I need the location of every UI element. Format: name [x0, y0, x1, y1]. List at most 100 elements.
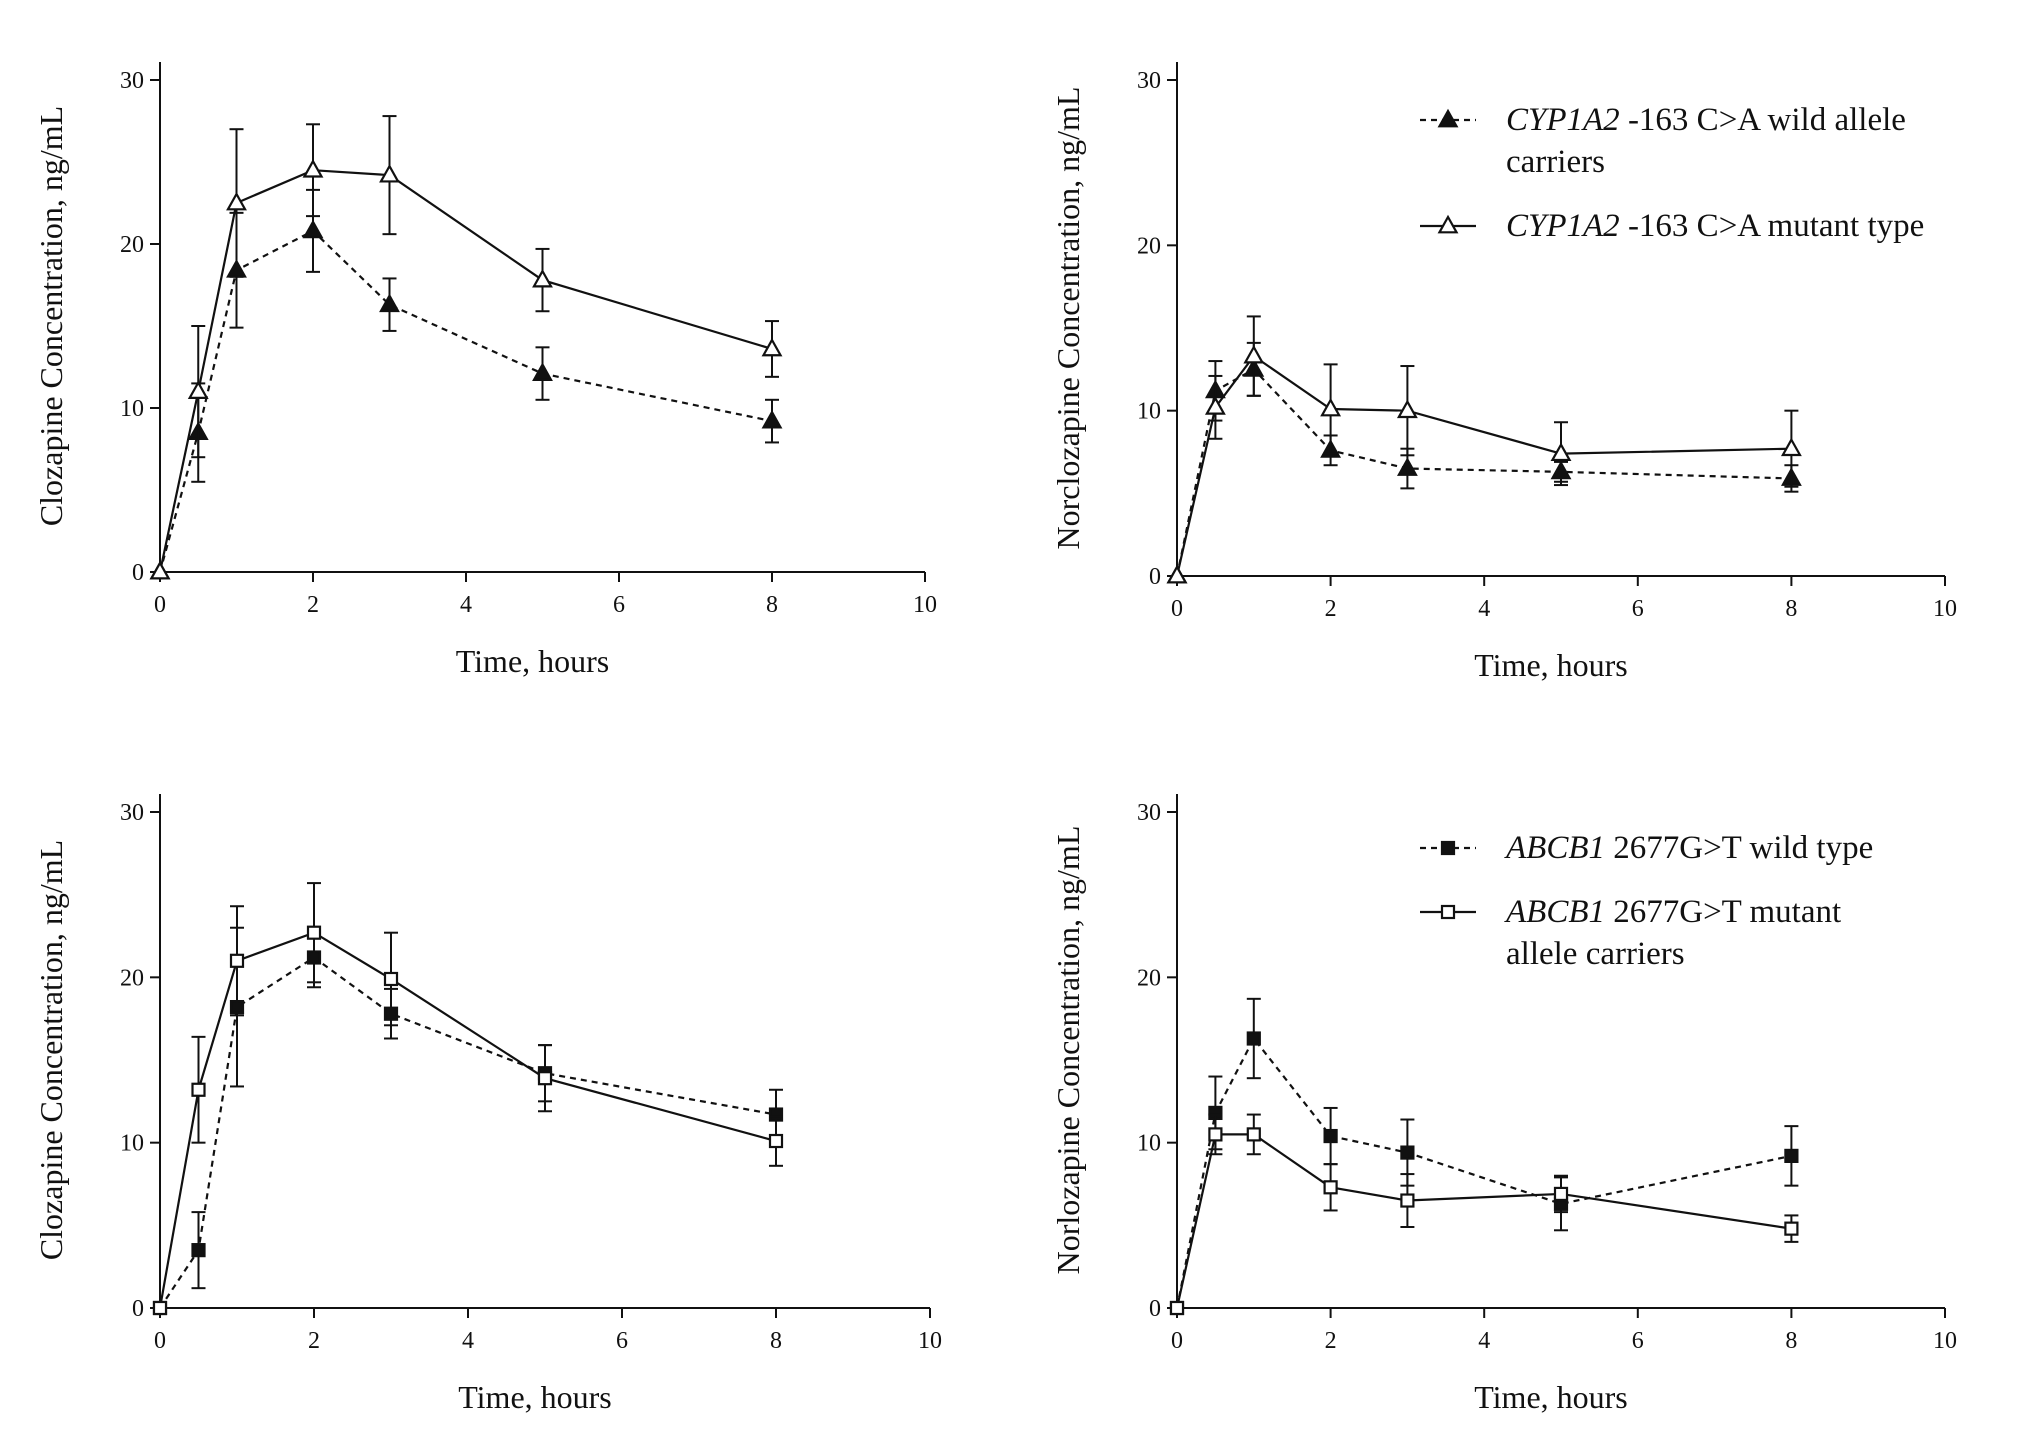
legend-variant: 2677G>T mutant [1605, 894, 1841, 930]
x-tick-label: 2 [1325, 1328, 1337, 1354]
data-point [1396, 399, 1418, 419]
x-axis-title: Time, hours [1474, 1379, 1628, 1415]
data-point [1784, 1221, 1799, 1236]
legend-label-continued: carriers [1506, 144, 1605, 180]
data-point [152, 1300, 168, 1316]
y-tick-label: 20 [1137, 965, 1161, 991]
x-tick-label: 6 [1632, 596, 1644, 622]
x-tick-label: 10 [1933, 1328, 1957, 1354]
data-point [1400, 1193, 1415, 1208]
y-tick-label: 20 [1137, 233, 1161, 259]
data-point [768, 1133, 784, 1149]
x-tick-label: 2 [307, 592, 319, 618]
data-point [761, 337, 783, 357]
data-point [1169, 1300, 1185, 1316]
y-tick-label: 10 [120, 396, 144, 422]
y-tick-label: 10 [1137, 1131, 1161, 1157]
y-tick-label: 0 [1149, 564, 1161, 590]
y-tick-label: 20 [120, 965, 144, 991]
x-tick-label: 10 [1933, 596, 1957, 622]
x-tick-label: 0 [1171, 596, 1183, 622]
y-tick-label: 0 [1149, 1296, 1161, 1322]
data-point [226, 191, 247, 211]
data-point [383, 971, 399, 987]
legend: CYP1A2 -163 C>A wild allele carriers CYP1A… [1420, 102, 1924, 244]
x-tick-label: 2 [1325, 596, 1337, 622]
x-tick-label: 6 [616, 1328, 628, 1354]
data-point [1320, 397, 1342, 417]
legend-marker [1437, 108, 1459, 128]
data-point [191, 1243, 206, 1258]
data-point [532, 362, 553, 381]
data-point [1323, 1128, 1338, 1144]
legend-marker [1440, 840, 1456, 856]
x-tick-label: 8 [766, 592, 778, 618]
legend-label: ABCB1 2677G>T wild type [1504, 830, 1873, 866]
legend-gene-name: ABCB1 [1504, 830, 1605, 866]
data-point [229, 953, 245, 968]
y-tick-label: 30 [120, 800, 144, 826]
data-point [1400, 1145, 1415, 1160]
data-point [1166, 564, 1188, 584]
legend-label-continued: allele carriers [1506, 936, 1685, 972]
legend-marker [1440, 904, 1456, 920]
series-1 [152, 882, 784, 1316]
data-point [302, 158, 324, 178]
x-tick-label: 0 [154, 1328, 166, 1354]
data-point [1323, 1180, 1338, 1195]
data-point [1784, 1148, 1799, 1163]
x-axis-title: Time, hours [456, 643, 610, 679]
legend-marker [1437, 214, 1459, 234]
legend-gene-name: ABCB1 [1504, 894, 1605, 930]
legend-variant: 2677G>T wild type [1605, 830, 1873, 866]
legend-gene-name: CYP1A2 [1506, 102, 1620, 138]
data-point [1396, 457, 1418, 476]
x-tick-label: 8 [1785, 596, 1797, 622]
legend-label: CYP1A2 -163 C>A wild allele [1506, 102, 1906, 138]
y-tick-label: 30 [120, 68, 144, 94]
legend-gene-name: CYP1A2 [1506, 208, 1620, 244]
data-point [1246, 1031, 1261, 1046]
y-tick-label: 20 [120, 232, 144, 258]
series-1 [1166, 315, 1802, 584]
legend-label: CYP1A2 -163 C>A mutant type [1506, 208, 1924, 244]
x-tick-label: 6 [613, 592, 625, 618]
data-point [761, 409, 783, 429]
data-point [379, 163, 400, 183]
x-tick-label: 2 [308, 1328, 320, 1354]
y-tick-label: 30 [1137, 800, 1161, 826]
x-tick-label: 0 [154, 592, 166, 618]
x-tick-label: 10 [918, 1328, 942, 1354]
data-point [1204, 396, 1226, 415]
panel-clozapine-cyp1a2: 0 2 4 6 8 10 0 10 20 30 Time, hours Clozapine Conce… [33, 62, 937, 679]
data-point [149, 560, 171, 580]
series-1 [149, 115, 783, 580]
x-tick-label: 10 [913, 592, 937, 618]
y-tick-label: 10 [120, 1131, 144, 1157]
data-point [532, 268, 553, 288]
data-point [1208, 1127, 1223, 1142]
panel-clozapine-abcb1: 0 2 4 6 8 10 0 10 20 30 Time, hours Clozapine Conce… [33, 794, 942, 1415]
y-axis-title: Clozapine Concentration, ng/mL [33, 840, 69, 1260]
data-point [379, 293, 400, 313]
data-point [302, 219, 324, 239]
x-tick-label: 8 [770, 1328, 782, 1354]
data-point [306, 925, 322, 940]
x-tick-label: 6 [1632, 1328, 1644, 1354]
data-point [1243, 344, 1265, 364]
data-point [187, 380, 209, 399]
panel-norclozapine-abcb1: 0 2 4 6 8 10 0 10 20 30 Time, hours Norlozapine Con… [1050, 794, 1957, 1415]
x-tick-label: 4 [462, 1328, 474, 1354]
data-point [1550, 442, 1572, 462]
y-tick-label: 0 [132, 1296, 144, 1322]
x-tick-label: 4 [1478, 596, 1490, 622]
legend-variant: -163 C>A wild allele [1620, 102, 1906, 138]
x-tick-label: 8 [1785, 1328, 1797, 1354]
data-point [1246, 1127, 1261, 1142]
data-point [191, 1082, 206, 1097]
data-point [1553, 1186, 1569, 1202]
data-point [537, 1071, 553, 1086]
panel-norclozapine-cyp1a2: 0 2 4 6 8 10 0 10 20 30 Time, hours Norclozapine Co… [1050, 62, 1957, 683]
